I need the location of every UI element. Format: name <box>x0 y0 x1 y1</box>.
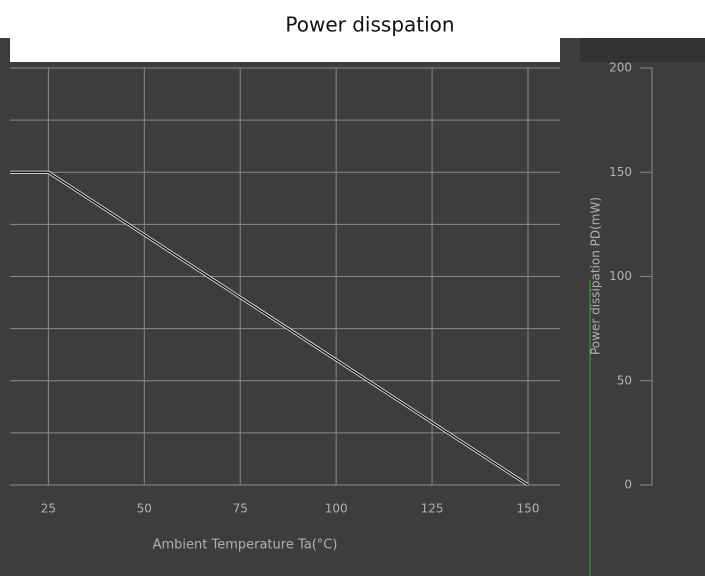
x-tick-label: 100 <box>325 502 348 516</box>
x-tick-label: 125 <box>421 502 444 516</box>
header-bar <box>10 38 560 62</box>
line <box>10 171 529 486</box>
y-tick-label: 50 <box>617 373 632 387</box>
y-axis-label: Power dissipation PD(mW) <box>589 197 603 355</box>
header-strip <box>0 0 705 38</box>
y-tick-label: 0 <box>624 478 632 492</box>
y-tick-label: 100 <box>609 269 632 283</box>
x-tick-label: 75 <box>233 502 248 516</box>
x-tick-label: 150 <box>517 502 540 516</box>
x-axis-label: Ambient Temperature Ta(°C) <box>153 538 338 553</box>
chart-title: Power disspation <box>285 13 454 37</box>
y-tick-label: 150 <box>609 165 632 179</box>
y-tick-label: 200 <box>609 61 632 75</box>
header-bar-right <box>580 38 705 62</box>
x-tick-label: 25 <box>41 502 56 516</box>
x-tick-label: 50 <box>137 502 152 516</box>
